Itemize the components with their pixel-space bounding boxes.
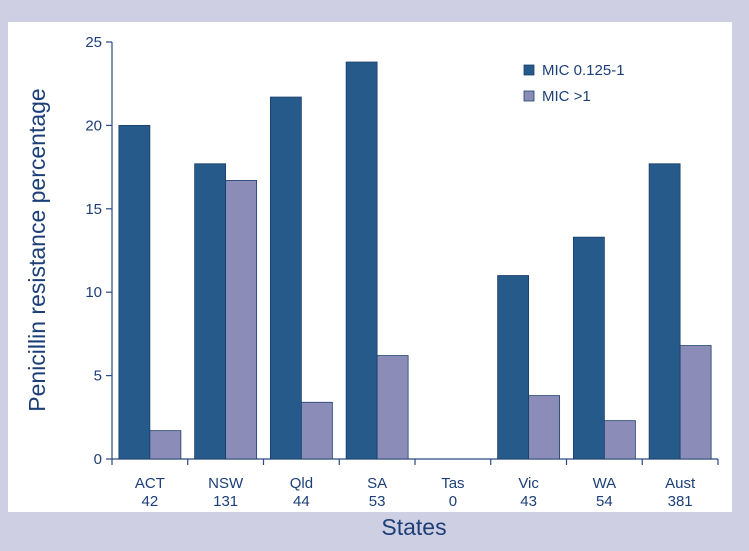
x-tick-count: 131 — [213, 493, 238, 510]
x-tick-label: Qld — [290, 475, 313, 492]
y-tick-label: 10 — [85, 284, 102, 301]
x-tick-label: WA — [593, 475, 617, 492]
x-tick-label: ACT — [135, 475, 165, 492]
legend-label: MIC 0.125-1 — [542, 62, 625, 79]
x-tick-count: 53 — [369, 493, 386, 510]
y-tick-label: 20 — [85, 117, 102, 134]
x-tick-count: 43 — [520, 493, 537, 510]
bar — [528, 395, 561, 460]
bar — [269, 96, 302, 460]
legend-swatch — [523, 90, 535, 102]
bar — [300, 401, 333, 460]
bars — [118, 61, 712, 460]
legend: MIC 0.125-1 MIC >1 — [523, 62, 625, 105]
y-tick-label: 25 — [85, 34, 102, 51]
bar — [648, 163, 681, 460]
y-axis-label: Penicillin resistance percentage — [24, 88, 50, 411]
x-tick-count: 54 — [596, 493, 613, 510]
x-tick-label: NSW — [208, 475, 244, 492]
legend-swatch — [523, 64, 535, 76]
bar — [225, 180, 258, 460]
x-tick-label: Aust — [665, 475, 696, 492]
bar — [149, 430, 182, 460]
y-tick-label: 15 — [85, 201, 102, 218]
x-tick-label: Vic — [518, 475, 539, 492]
legend-label: MIC >1 — [542, 88, 591, 105]
x-tick-label: Tas — [441, 475, 464, 492]
x-tick-count: 44 — [293, 493, 310, 510]
y-tick-labels: 0 5 10 15 20 25 — [85, 34, 102, 468]
x-tick-count: 0 — [449, 493, 457, 510]
bar — [118, 125, 151, 460]
bar — [345, 61, 378, 460]
bar — [603, 420, 636, 460]
bar — [679, 345, 712, 460]
x-tick-count: 42 — [142, 493, 159, 510]
y-tick-label: 0 — [94, 451, 102, 468]
bar — [572, 236, 605, 460]
x-tick-count: 381 — [668, 493, 693, 510]
x-tick-label: SA — [367, 475, 387, 492]
bar — [497, 275, 530, 460]
bar — [194, 163, 227, 460]
y-tick-label: 5 — [94, 368, 102, 385]
bar — [376, 355, 409, 460]
x-axis-label: States — [381, 514, 446, 540]
